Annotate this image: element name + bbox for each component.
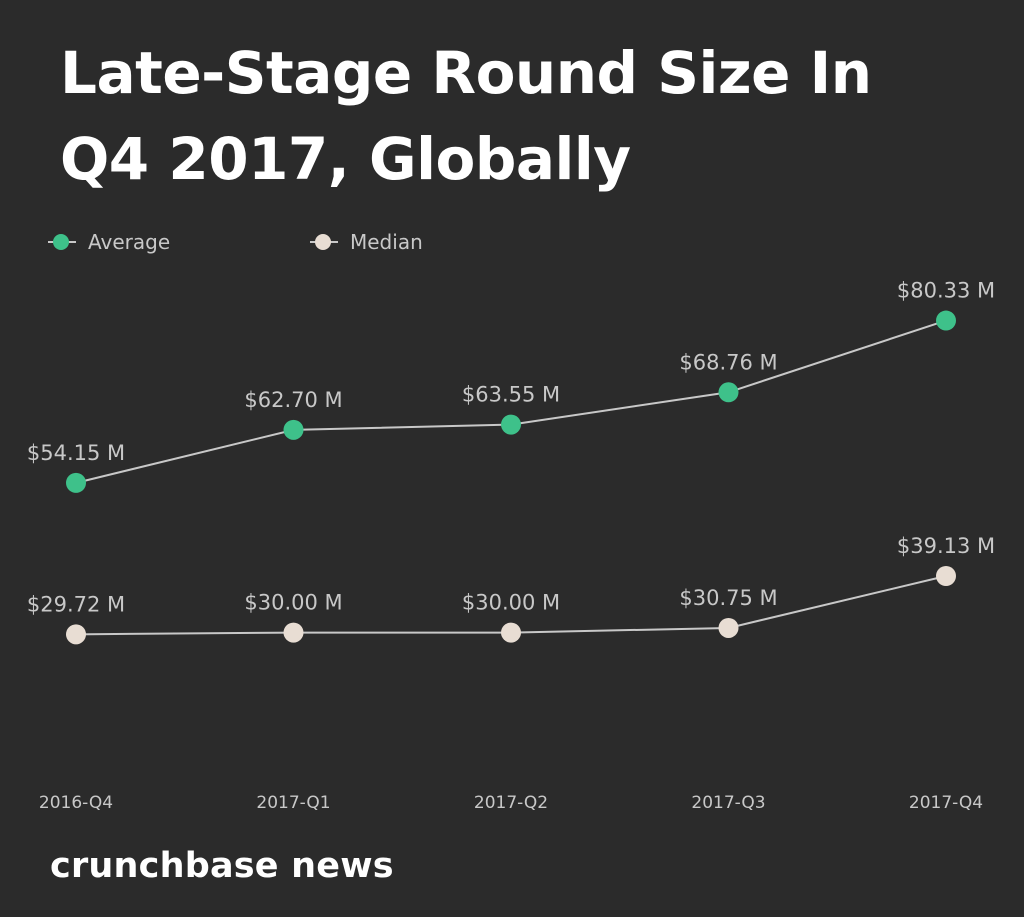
data-point-median-2017-q3[interactable] <box>718 617 739 638</box>
data-point-median-2017-q2[interactable] <box>501 622 521 643</box>
line-chart: 2016-Q4 2017-Q1 2017-Q2 2017-Q3 2017-Q4 $54.1… <box>27 279 995 813</box>
data-label-median-2017-q2: $30.00 M <box>462 591 560 615</box>
data-label-average-2017-q4: $80.33 M <box>897 279 995 303</box>
data-point-median-2016-q4[interactable] <box>66 624 86 645</box>
x-tick-label-2016-q4: 2016-Q4 <box>39 793 113 813</box>
data-point-average-2017-q1[interactable] <box>283 419 304 440</box>
data-label-average-2016-q4: $54.15 M <box>27 441 125 465</box>
data-label-average-2017-q3: $68.76 M <box>679 350 777 374</box>
data-point-average-2017-q3[interactable] <box>718 382 739 403</box>
data-label-median-2017-q1: $30.00 M <box>244 591 342 615</box>
x-tick-label-2017-q2: 2017-Q2 <box>474 793 548 813</box>
x-tick-label-2017-q1: 2017-Q1 <box>256 793 330 813</box>
data-point-average-2016-q4[interactable] <box>66 472 86 493</box>
data-point-median-2017-q4[interactable] <box>936 565 956 586</box>
data-label-median-2017-q3: $30.75 M <box>679 586 777 610</box>
x-tick-label-2017-q4: 2017-Q4 <box>909 793 983 813</box>
data-point-average-2017-q4[interactable] <box>936 310 956 331</box>
legend-swatch-median-icon <box>310 234 338 250</box>
data-label-average-2017-q2: $63.55 M <box>462 383 560 407</box>
legend-label-average: Average <box>88 230 171 254</box>
data-label-median-2016-q4: $29.72 M <box>27 592 125 616</box>
data-label-average-2017-q1: $62.70 M <box>244 388 342 412</box>
x-tick-label-2017-q3: 2017-Q3 <box>691 793 765 813</box>
data-point-median-2017-q1[interactable] <box>283 622 304 643</box>
legend-label-median: Median <box>350 230 423 254</box>
chart-title: Late-Stage Round Size In Q4 2017, Global… <box>60 39 872 193</box>
data-point-average-2017-q2[interactable] <box>501 414 521 435</box>
data-label-median-2017-q4: $39.13 M <box>897 534 995 558</box>
brand-logo: crunchbase news <box>50 846 394 886</box>
legend-swatch-average-icon <box>48 234 76 250</box>
